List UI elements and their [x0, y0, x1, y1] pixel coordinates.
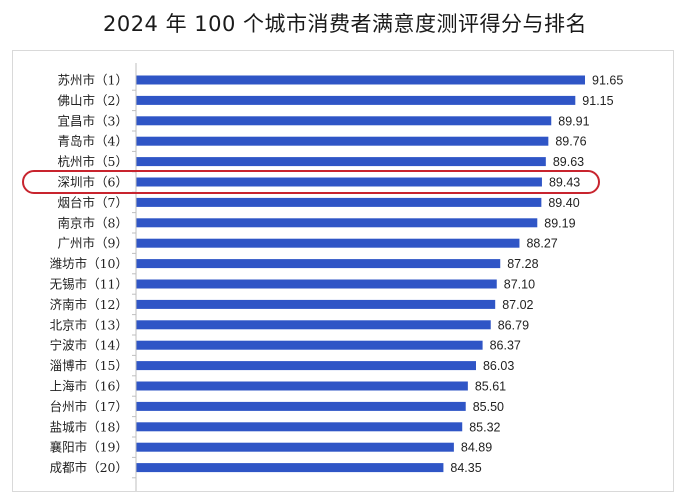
chart-title: 2024 年 100 个城市消费者满意度测评得分与排名: [102, 12, 588, 36]
bar: [136, 381, 468, 391]
category-label: 广州市（9）: [58, 236, 128, 251]
bar: [136, 238, 520, 248]
value-label: 86.79: [498, 318, 529, 332]
value-label: 89.43: [549, 176, 580, 190]
value-label: 85.50: [473, 400, 504, 414]
value-label: 86.03: [483, 359, 514, 373]
category-label: 济南市（12）: [50, 297, 128, 312]
category-label: 盐城市（18）: [50, 419, 128, 434]
bar: [136, 279, 497, 289]
category-label: 苏州市（1）: [58, 73, 128, 88]
bar: [136, 75, 585, 85]
bar: [136, 299, 496, 309]
bar: [136, 136, 549, 146]
chart-frame: 苏州市（1） 91.65 佛山市（2） 91.15 宜昌市（3） 89.91 青岛市（4） 8…: [12, 50, 674, 492]
category-label: 烟台市（7）: [58, 195, 128, 210]
category-label: 无锡市（11）: [50, 277, 128, 292]
value-label: 84.89: [461, 441, 492, 455]
bar: [136, 218, 538, 228]
bar: [136, 340, 483, 350]
value-label: 88.27: [526, 237, 557, 251]
value-label: 84.35: [450, 461, 481, 475]
bar: [136, 463, 444, 473]
value-label: 87.28: [507, 257, 538, 271]
category-label: 南京市（8）: [58, 215, 128, 230]
highlight-outline: [22, 170, 600, 194]
value-label: 89.91: [558, 114, 589, 128]
value-label: 89.19: [544, 216, 575, 230]
bar: [136, 259, 501, 269]
category-label: 宜昌市（3）: [58, 113, 128, 128]
bar: [136, 197, 542, 207]
category-label: 深圳市（6）: [58, 175, 128, 190]
category-label: 成都市（20）: [50, 460, 128, 475]
value-label: 85.32: [469, 420, 500, 434]
category-label: 台州市（17）: [50, 399, 128, 414]
bar: [136, 361, 476, 371]
value-label: 87.10: [504, 278, 535, 292]
category-label: 宁波市（14）: [50, 338, 128, 353]
bar: [136, 95, 576, 105]
category-label: 北京市（13）: [50, 317, 128, 332]
bar: [136, 401, 466, 411]
value-label: 91.15: [582, 94, 613, 108]
value-label: 85.61: [475, 380, 506, 394]
bar: [136, 320, 491, 330]
category-label: 襄阳市（19）: [50, 440, 128, 455]
bar: [136, 422, 463, 432]
category-label: 淄博市（15）: [50, 358, 128, 373]
category-label: 上海市（16）: [50, 379, 128, 394]
category-label: 杭州市（5）: [58, 154, 128, 169]
category-label: 青岛市（4）: [58, 134, 128, 149]
value-label: 89.76: [555, 135, 586, 149]
value-label: 89.63: [553, 155, 584, 169]
value-label: 87.02: [502, 298, 533, 312]
value-label: 91.65: [592, 74, 623, 88]
value-label: 86.37: [490, 339, 521, 353]
value-label: 89.40: [548, 196, 579, 210]
bar: [136, 177, 542, 187]
bar: [136, 442, 454, 452]
category-label: 佛山市（2）: [58, 93, 128, 108]
bar: [136, 116, 552, 126]
bar-chart: 苏州市（1） 91.65 佛山市（2） 91.15 宜昌市（3） 89.91 青岛市（4） 8…: [22, 63, 623, 491]
bar: [136, 157, 546, 167]
category-label: 潍坊市（10）: [50, 256, 128, 271]
